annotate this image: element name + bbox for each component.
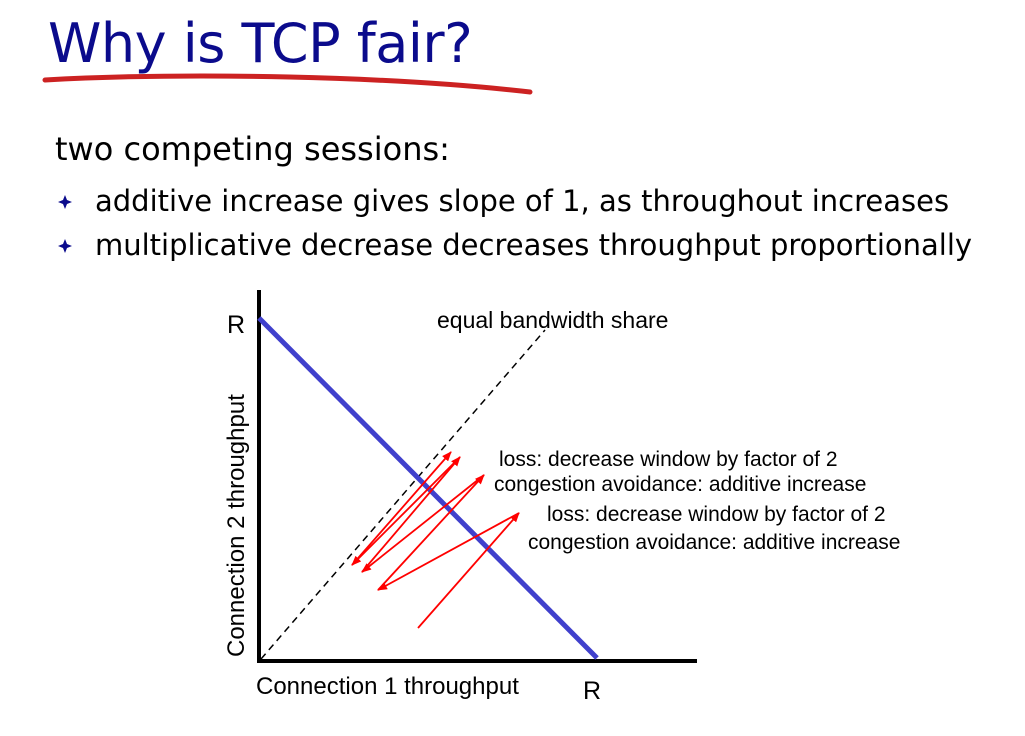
- annotation-loss: loss: decrease window by factor of 2: [547, 503, 886, 526]
- x-axis-label: Connection 1 throughput: [256, 673, 519, 700]
- increase-arrow: [377, 474, 485, 591]
- diamond-bullet-icon: [58, 195, 72, 209]
- title-underline: [42, 73, 533, 95]
- bullet-list: additive increase gives slope of 1, as t…: [55, 182, 972, 270]
- diamond-bullet-icon: [58, 239, 72, 253]
- annotation-congestion-avoidance: congestion avoidance: additive increase: [494, 473, 866, 496]
- decrease-arrow: [351, 456, 461, 566]
- equal-share-line: [260, 329, 546, 660]
- y-max-label: R: [227, 311, 245, 339]
- slide-title: Why is TCP fair?: [48, 12, 473, 75]
- increase-arrow: [417, 512, 520, 629]
- annotation-congestion-avoidance: congestion avoidance: additive increase: [528, 531, 900, 554]
- slide-subtitle: two competing sessions:: [55, 130, 450, 168]
- equal-share-label: equal bandwidth share: [437, 307, 668, 333]
- bullet-text: multiplicative decrease decreases throug…: [95, 228, 973, 262]
- aimd-trajectory: [351, 451, 520, 629]
- x-max-label: R: [583, 677, 601, 705]
- decrease-arrow: [361, 474, 485, 573]
- increase-arrow: [351, 451, 452, 566]
- y-axis-label: Connection 2 throughput: [223, 394, 250, 657]
- increase-arrow: [361, 456, 461, 573]
- bullet-item: multiplicative decrease decreases throug…: [55, 226, 972, 270]
- annotation-loss: loss: decrease window by factor of 2: [499, 448, 838, 471]
- decrease-arrow: [377, 512, 520, 591]
- bullet-item: additive increase gives slope of 1, as t…: [55, 182, 972, 226]
- bullet-text: additive increase gives slope of 1, as t…: [95, 184, 950, 218]
